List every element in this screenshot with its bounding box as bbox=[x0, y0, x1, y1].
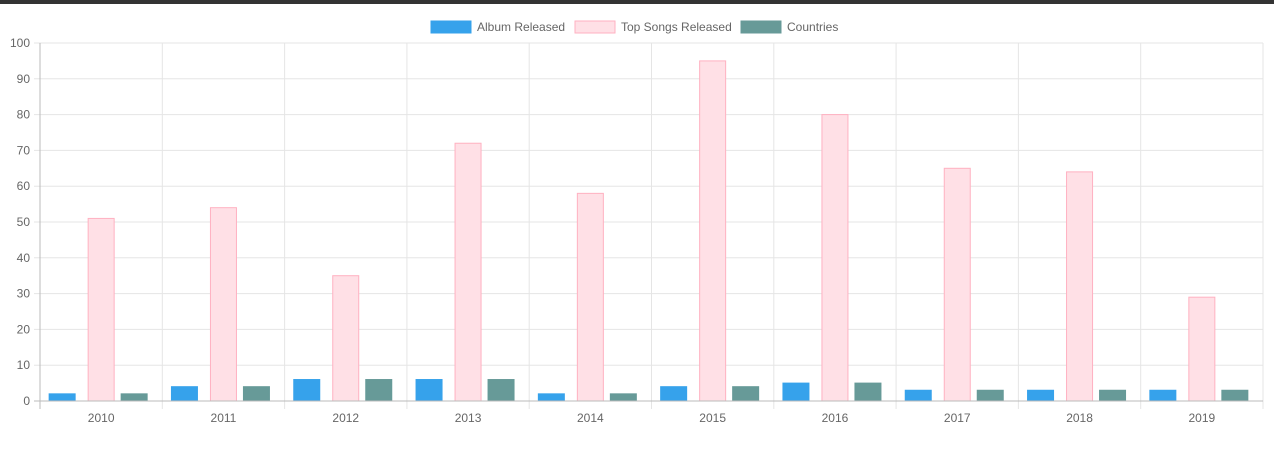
bar-top-songs-released bbox=[821, 114, 849, 402]
legend-swatch bbox=[430, 20, 472, 34]
bar-album-released bbox=[1149, 389, 1177, 402]
bars bbox=[48, 60, 1249, 402]
y-tick-label: 80 bbox=[17, 108, 31, 122]
x-tick-label: 2016 bbox=[822, 411, 849, 425]
bar-album-released bbox=[170, 386, 198, 402]
bar-countries bbox=[854, 382, 882, 402]
bar-countries bbox=[487, 379, 515, 402]
y-tick-label: 90 bbox=[17, 72, 31, 86]
bar-countries bbox=[732, 386, 760, 402]
bar-top-songs-released bbox=[576, 192, 604, 402]
bar-top-songs-released bbox=[1066, 171, 1094, 402]
bar-countries bbox=[1099, 389, 1127, 402]
legend-item: Countries bbox=[740, 20, 838, 34]
bar-countries bbox=[976, 389, 1004, 402]
x-tick-label: 2010 bbox=[88, 411, 115, 425]
y-axis-ticks: 0 10 20 30 40 50 60 70 80 90 100 bbox=[10, 36, 30, 408]
y-tick-label: 10 bbox=[17, 358, 31, 372]
y-tick-label: 30 bbox=[17, 287, 31, 301]
legend-label: Countries bbox=[787, 20, 838, 34]
bar-countries bbox=[120, 393, 148, 402]
bar-top-songs-released bbox=[332, 275, 360, 402]
bar-album-released bbox=[48, 393, 76, 402]
bar-countries bbox=[1221, 389, 1249, 402]
bar-countries bbox=[365, 379, 393, 402]
bar-top-songs-released bbox=[699, 60, 727, 402]
legend-swatch bbox=[574, 20, 616, 34]
legend-label: Top Songs Released bbox=[621, 20, 732, 34]
bar-countries bbox=[609, 393, 637, 402]
grid-lines bbox=[34, 42, 1264, 409]
x-tick-label: 2011 bbox=[211, 411, 237, 425]
y-tick-label: 50 bbox=[17, 215, 31, 229]
bar-top-songs-released bbox=[943, 167, 971, 402]
bar-album-released bbox=[782, 382, 810, 402]
bar-top-songs-released bbox=[454, 142, 482, 402]
y-tick-label: 20 bbox=[17, 322, 31, 336]
bar-album-released bbox=[537, 393, 565, 402]
bar-album-released bbox=[660, 386, 688, 402]
x-tick-label: 2014 bbox=[577, 411, 604, 425]
x-tick-label: 2013 bbox=[455, 411, 482, 425]
bar-top-songs-released bbox=[209, 207, 237, 402]
bar-album-released bbox=[904, 389, 932, 402]
y-tick-label: 70 bbox=[17, 143, 31, 157]
legend: Album Released Top Songs Released Countrie… bbox=[430, 20, 838, 34]
bar-top-songs-released bbox=[1188, 296, 1216, 402]
x-tick-label: 2019 bbox=[1188, 411, 1215, 425]
y-tick-label: 0 bbox=[23, 394, 30, 408]
x-tick-label: 2015 bbox=[699, 411, 726, 425]
x-tick-label: 2017 bbox=[944, 411, 971, 425]
bar-album-released bbox=[415, 379, 443, 402]
bar-album-released bbox=[1027, 389, 1055, 402]
x-axis-ticks: 2010 2011 2012 2013 2014 2015 2016 2017 2018 2019 bbox=[88, 411, 1216, 425]
x-tick-label: 2018 bbox=[1066, 411, 1093, 425]
legend-item: Top Songs Released bbox=[574, 20, 732, 34]
legend-item: Album Released bbox=[430, 20, 565, 34]
legend-swatch bbox=[740, 20, 782, 34]
bar-top-songs-released bbox=[87, 217, 115, 402]
y-tick-label: 100 bbox=[10, 36, 30, 50]
y-tick-label: 60 bbox=[17, 179, 31, 193]
bar-countries bbox=[242, 386, 270, 402]
y-tick-label: 40 bbox=[17, 251, 31, 265]
bar-album-released bbox=[293, 379, 321, 402]
legend-label: Album Released bbox=[477, 20, 565, 34]
top-bar bbox=[0, 0, 1274, 4]
x-tick-label: 2012 bbox=[332, 411, 359, 425]
